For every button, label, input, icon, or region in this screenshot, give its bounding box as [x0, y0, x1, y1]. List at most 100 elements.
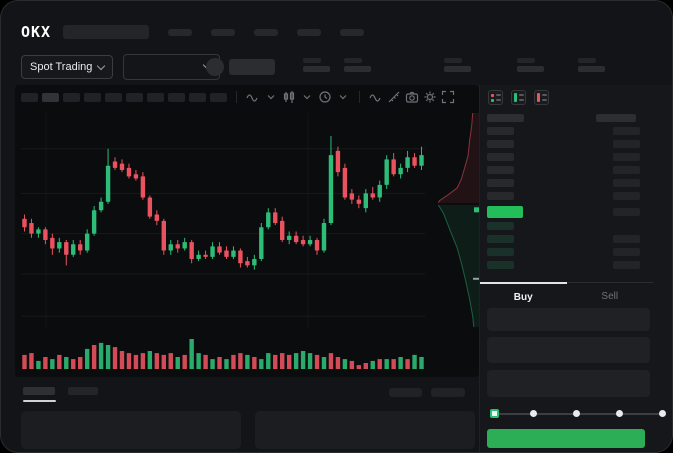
total-input[interactable]: [487, 370, 650, 397]
buy-submit-button[interactable]: [487, 429, 645, 448]
market-type-label: Spot Trading: [30, 61, 93, 73]
timeframe-placeholder[interactable]: [189, 92, 206, 102]
candle-body: [189, 242, 194, 260]
slider-handle[interactable]: [490, 409, 499, 418]
volume-bar: [286, 354, 292, 369]
bottom-stat-placeholder: [389, 388, 422, 397]
orderbook-trade-panel: Buy Sell: [479, 85, 672, 452]
nav-item-placeholder[interactable]: [297, 28, 322, 36]
candle-body: [50, 237, 55, 249]
timeframe-placeholder[interactable]: [105, 92, 122, 102]
orderbook-row-bid[interactable]: [480, 246, 672, 259]
price-placeholder: [487, 248, 514, 256]
depth-chart[interactable]: [428, 113, 480, 327]
volume-bar: [168, 353, 173, 369]
candle-style-icon[interactable]: [282, 90, 296, 104]
timeframe-placeholder[interactable]: [147, 92, 164, 102]
interval-wave-icon[interactable]: [246, 90, 260, 104]
orderbook-row-ask[interactable]: [480, 125, 672, 138]
last-price-badge[interactable]: [487, 206, 523, 218]
tab-sell[interactable]: Sell: [566, 282, 653, 308]
volume-bar: [259, 359, 264, 369]
volume-bar: [314, 354, 320, 369]
price-placeholder: [487, 192, 514, 200]
amount-placeholder: [613, 261, 640, 269]
amount-placeholder: [613, 140, 640, 148]
orderbook-row-ask[interactable]: [480, 164, 672, 177]
camera-icon[interactable]: [405, 90, 419, 104]
volume-bar: [50, 359, 55, 369]
pair-name-placeholder: [229, 59, 275, 75]
candle-body: [98, 201, 104, 211]
nav-item-placeholder[interactable]: [211, 28, 236, 36]
volume-bar: [57, 354, 62, 369]
volume-bar: [105, 345, 111, 369]
amount-input[interactable]: [487, 337, 650, 363]
nav-item-placeholder[interactable]: [340, 28, 365, 36]
slider-stop[interactable]: [530, 410, 537, 417]
volume-bar: [140, 353, 146, 369]
orderbook-row-ask[interactable]: [480, 177, 672, 190]
candle-body: [412, 157, 417, 166]
candle-body: [419, 155, 424, 166]
candle-body: [398, 167, 403, 175]
orderbook-row-ask[interactable]: [480, 151, 672, 164]
slider-stop[interactable]: [659, 410, 666, 417]
volume-bar: [22, 354, 27, 369]
timeframe-placeholder[interactable]: [84, 92, 101, 102]
candlestick-chart[interactable]: [21, 113, 425, 371]
market-type-selector[interactable]: Spot Trading: [21, 55, 114, 79]
coin-avatar[interactable]: [206, 58, 224, 76]
chevron-down-icon[interactable]: [336, 90, 350, 104]
price-input[interactable]: [487, 308, 650, 331]
orderbook-row-bid[interactable]: [480, 233, 672, 246]
nav-item-placeholder[interactable]: [254, 28, 279, 36]
volume-bar: [280, 353, 285, 369]
line-tool-icon[interactable]: [369, 90, 383, 104]
amount-placeholder: [613, 127, 640, 135]
volume-bar: [112, 347, 118, 369]
timeframe-placeholder[interactable]: [210, 92, 227, 102]
nav-item-placeholder[interactable]: [168, 28, 193, 36]
volume-bar: [328, 353, 334, 369]
book-asks-only-icon[interactable]: [534, 90, 549, 105]
timeframe-placeholder[interactable]: [42, 92, 59, 102]
search-placeholder[interactable]: [63, 25, 150, 39]
clock-icon[interactable]: [318, 90, 332, 104]
timeframe-placeholder[interactable]: [168, 92, 185, 102]
tab-buy[interactable]: Buy: [480, 282, 567, 308]
bottom-tab-active-placeholder[interactable]: [23, 387, 55, 395]
ruler-icon[interactable]: [387, 90, 401, 104]
timeframe-placeholder[interactable]: [21, 92, 38, 102]
bottom-tab-placeholder[interactable]: [68, 387, 98, 395]
orderbook-row-ask[interactable]: [480, 138, 672, 151]
amount-placeholder: [613, 192, 640, 200]
orderbook-row-bid[interactable]: [480, 259, 672, 272]
depth-asks-area: [438, 113, 480, 203]
volume-bar: [64, 357, 69, 369]
volume-bar: [391, 359, 396, 369]
settings-icon[interactable]: [423, 90, 437, 104]
candle-body: [43, 229, 48, 240]
orderbook-row-bid[interactable]: [480, 220, 672, 233]
volume-bar: [224, 359, 229, 369]
book-bids-only-icon[interactable]: [511, 90, 526, 105]
slider-stop[interactable]: [573, 410, 580, 417]
slider-stop[interactable]: [616, 410, 623, 417]
price-placeholder: [487, 179, 514, 187]
orderbook-row-ask[interactable]: [480, 190, 672, 203]
timeframe-placeholder[interactable]: [63, 92, 80, 102]
candle-body: [321, 223, 327, 251]
buy-sell-tabs: Buy Sell: [480, 282, 653, 308]
candle-body: [203, 254, 208, 257]
timeframe-placeholder[interactable]: [126, 92, 143, 102]
pair-dropdown[interactable]: [123, 54, 220, 80]
book-combined-icon[interactable]: [488, 90, 503, 105]
chevron-down-icon[interactable]: [264, 90, 278, 104]
volume-bar: [196, 353, 201, 369]
chevron-down-icon[interactable]: [300, 90, 314, 104]
volume-bar: [133, 354, 139, 369]
volume-bar: [119, 351, 125, 369]
fullscreen-icon[interactable]: [441, 90, 455, 104]
amount-slider[interactable]: [490, 409, 666, 419]
